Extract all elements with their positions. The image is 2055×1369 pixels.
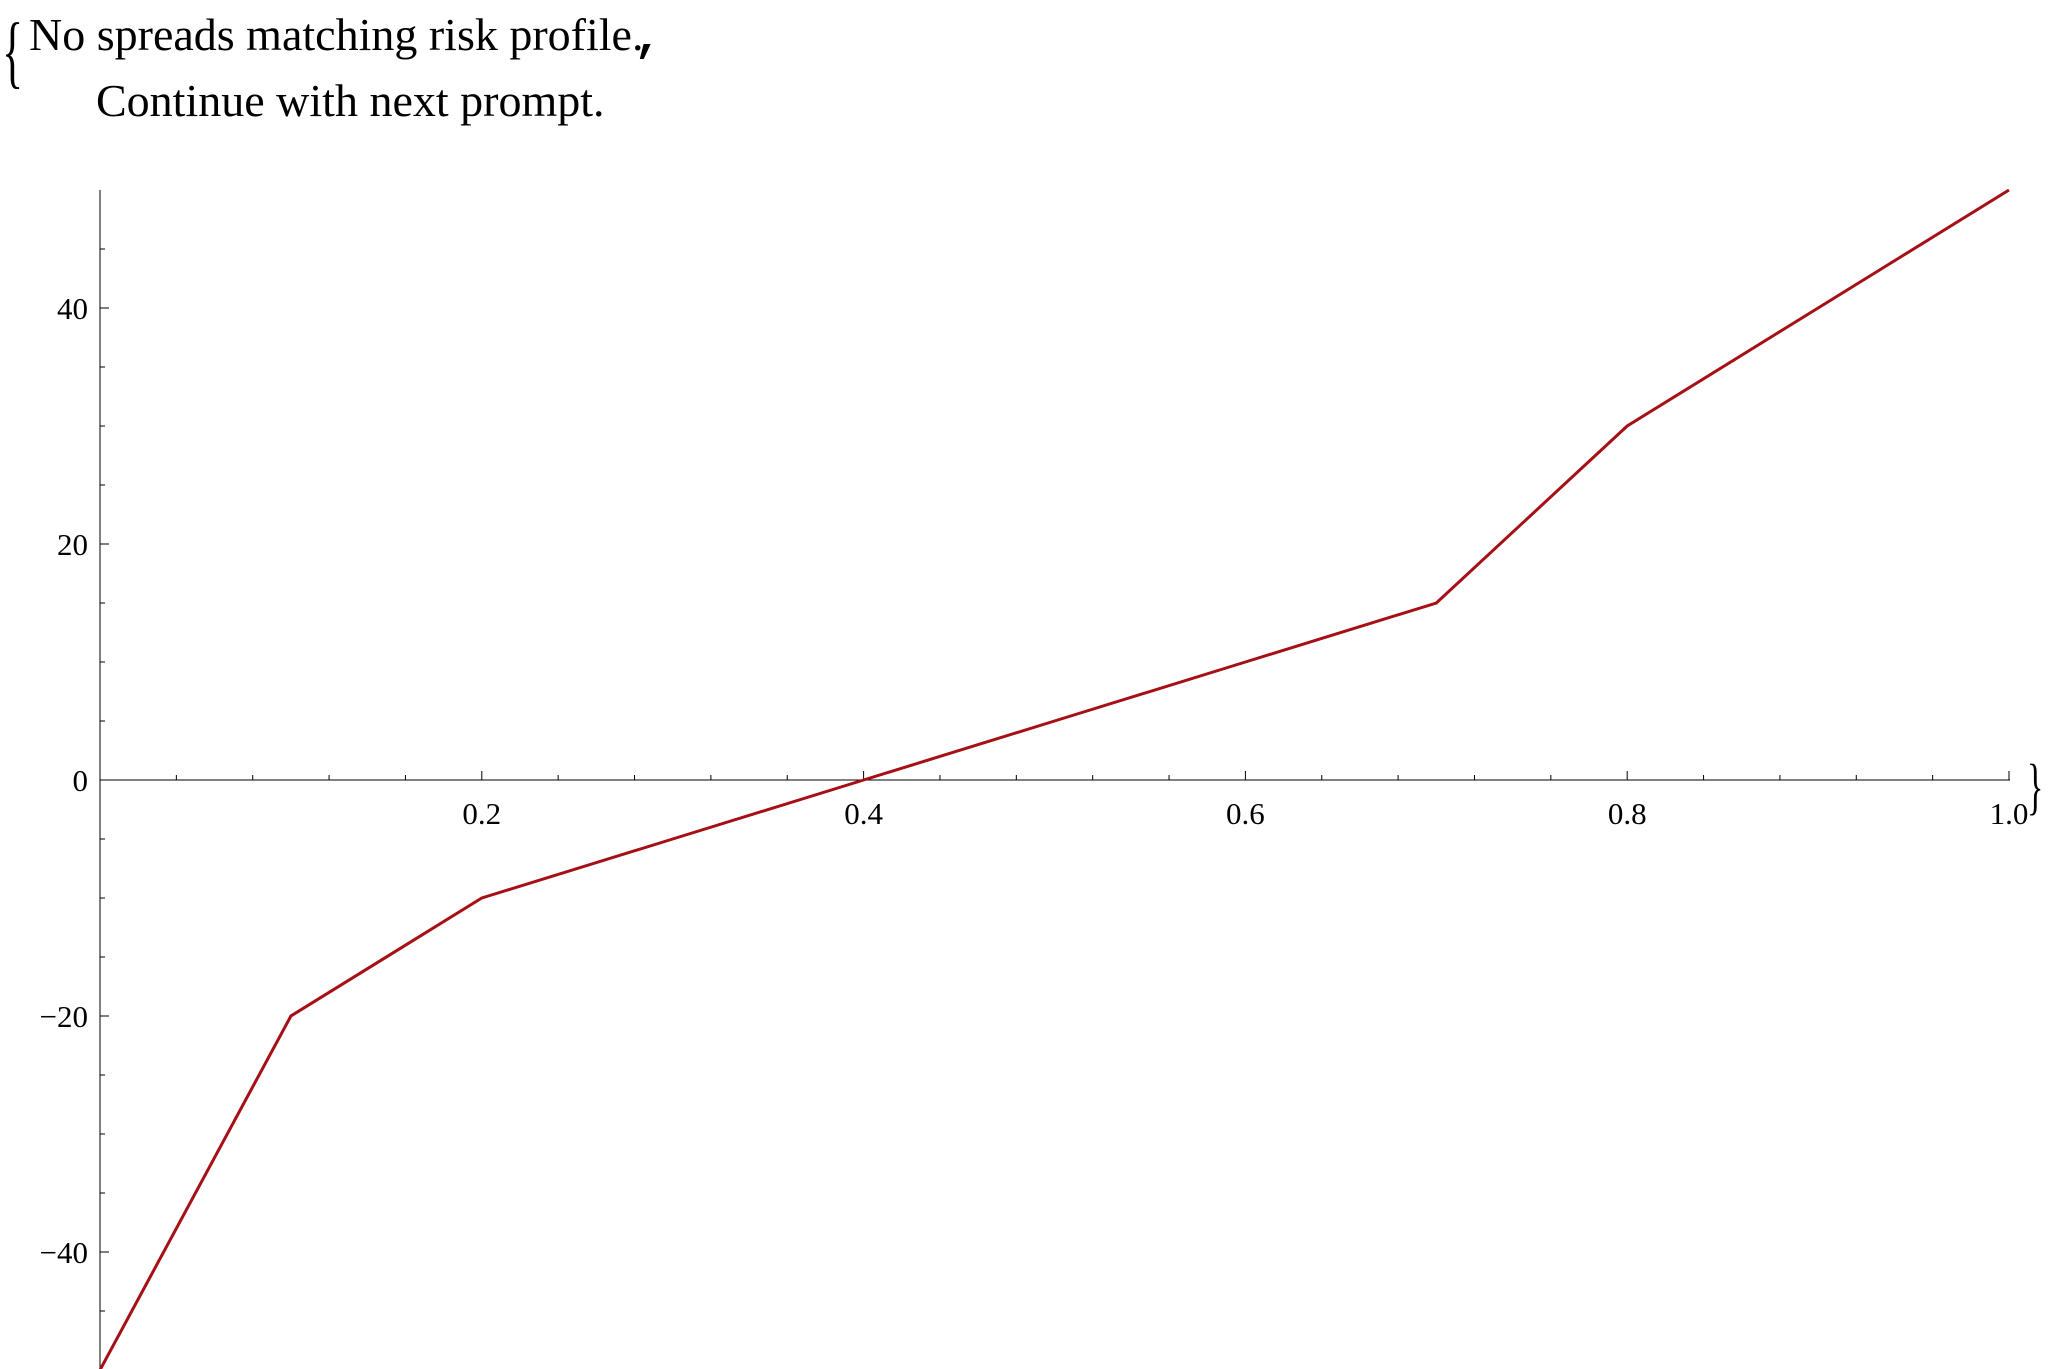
- x-tick-label: 1.0: [1990, 796, 2029, 831]
- list-open-brace: {: [2, 8, 24, 96]
- y-tick-label: 40: [57, 291, 88, 326]
- message-line-1: No spreads matching risk profile.: [29, 9, 644, 60]
- y-tick-label: −20: [40, 999, 88, 1034]
- list-separator-comma: ,: [634, 13, 662, 65]
- y-tick-label: 0: [73, 763, 89, 798]
- y-tick-label: 20: [57, 527, 88, 562]
- axes: [99, 190, 2010, 1369]
- message-line-2: Continue with next prompt.: [96, 75, 605, 126]
- axis-tick-labels: 0.2 0.4 0.6 0.8 1.0 −40 −20 0 20 40: [40, 291, 2029, 1270]
- series-line: [98, 188, 2010, 1369]
- axis-ticks: [100, 248, 2010, 1312]
- x-tick-label: 0.4: [844, 796, 883, 831]
- x-tick-label: 0.6: [1226, 796, 1265, 831]
- list-close-brace: }: [2027, 753, 2044, 821]
- x-tick-label: 0.2: [462, 796, 501, 831]
- x-tick-label: 0.8: [1608, 796, 1647, 831]
- y-tick-label: −40: [40, 1235, 88, 1270]
- plot-series: [98, 188, 2010, 1369]
